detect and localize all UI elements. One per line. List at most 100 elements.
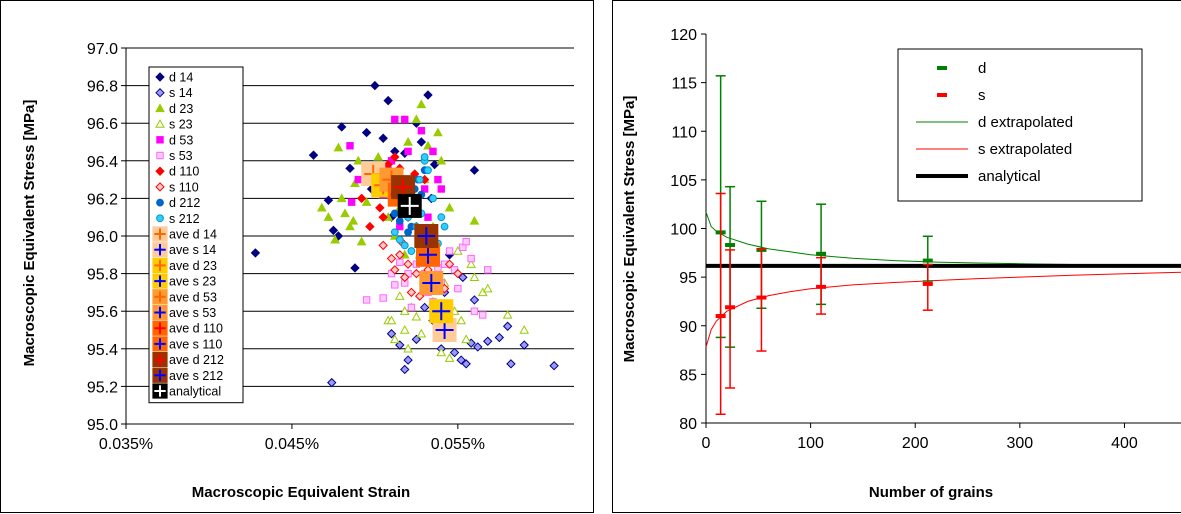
data-point-d-23 [323, 212, 334, 221]
data-point-s-14 [403, 355, 413, 365]
errorbar-s [725, 249, 736, 389]
data-point-d-23 [330, 234, 340, 244]
data-point-d-110 [356, 193, 367, 204]
scatter-y-axis-title: Macroscopic Equivalent Stress [MPa] [21, 100, 38, 367]
line-x-tick-label: 300 [1006, 435, 1033, 452]
line-legend: ds d extrapolated s extrapolated analytical [897, 48, 1143, 202]
legend-marker-s-110 [155, 182, 165, 192]
legend-marker-analytical [152, 383, 168, 399]
data-point-s-14 [456, 355, 466, 365]
series-d-53 [346, 115, 445, 231]
data-point-d-53 [391, 115, 399, 124]
line-series [705, 211, 1181, 348]
data-point-d-23 [436, 155, 447, 165]
data-point-s-212 [395, 235, 404, 244]
legend-marker-ave-s-14 [152, 242, 168, 258]
data-point-d-53 [401, 115, 409, 124]
data-point-s-110 [386, 253, 397, 264]
legend-label-d-110: d 110 [169, 165, 199, 179]
data-point-d-53 [434, 175, 442, 184]
data-point-s-110 [411, 268, 422, 279]
data-point-s-23 [444, 353, 455, 362]
data-point-d-23 [403, 136, 413, 146]
legend-label-d: d [978, 60, 986, 77]
data-point-s-23 [456, 315, 467, 325]
series-ave-s-53 [419, 271, 444, 295]
data-point-analytical [397, 193, 422, 218]
data-point-s-23 [403, 343, 413, 353]
data-point-d-14 [323, 195, 334, 205]
data-point-ave-s-53 [419, 271, 444, 295]
data-point-ave-s-212 [414, 224, 439, 248]
data-point-d-14 [370, 80, 380, 91]
errorbar-mean-s [756, 295, 767, 300]
data-point-s-23 [411, 311, 422, 321]
data-point-d-14 [328, 225, 339, 236]
data-point-d-14 [383, 95, 393, 106]
legend-label-s-14: s 14 [169, 86, 193, 100]
data-point-d-53 [420, 185, 429, 193]
legend-marker-d [937, 66, 947, 70]
legend-label-ave-d-212: ave d 212 [169, 353, 224, 367]
data-point-d-14 [416, 137, 427, 147]
data-point-ave-s-23 [429, 299, 454, 324]
data-point-s-23 [436, 347, 447, 357]
data-point-s-23 [394, 291, 405, 300]
data-point-s-53 [391, 281, 399, 289]
data-point-d-53 [346, 142, 354, 150]
data-point-s-23 [482, 283, 493, 293]
data-point-d-23 [361, 197, 372, 206]
data-point-s-110 [395, 250, 405, 260]
line-y-tick-label: 90 [679, 319, 697, 336]
legend-label-s-23: s 23 [169, 118, 193, 132]
line-errorbars [715, 75, 933, 415]
data-point-s-53 [407, 303, 416, 312]
data-point-s-14 [449, 347, 460, 358]
data-point-d-212 [395, 217, 404, 225]
scatter-x-tick-label: 0.045% [265, 436, 319, 453]
data-point-s-110 [453, 268, 463, 279]
legend-marker-s-23 [155, 119, 165, 128]
legend-marker-ave-d-212 [152, 352, 168, 368]
errorbar-mean-d [725, 243, 736, 248]
data-point-d-23 [416, 99, 427, 109]
legend-label-s-extrapolated: s extrapolated [978, 141, 1072, 158]
legend-marker-ave-d-110 [152, 320, 168, 336]
data-point-d-53 [404, 147, 412, 156]
data-point-s-212 [429, 194, 437, 203]
data-point-s-14 [483, 336, 493, 346]
legend-label-ave-s-14: ave s 14 [169, 243, 216, 257]
errorbar-mean-s [922, 281, 933, 286]
data-point-s-53 [479, 311, 487, 319]
data-point-s-212 [420, 153, 429, 161]
line-y-tick-label: 100 [670, 222, 697, 239]
line-x-tick-label: 0 [702, 435, 711, 452]
errorbar-s [715, 192, 726, 415]
data-point-s-110 [444, 259, 455, 269]
data-point-d-14 [350, 263, 360, 273]
data-point-d-23 [316, 202, 327, 212]
line-y-tick-label: 105 [670, 173, 697, 190]
legend-label-d-212: d 212 [169, 196, 200, 210]
legend-label-ave-d-53: ave d 53 [169, 290, 217, 304]
data-point-d-110 [378, 212, 388, 222]
data-point-d-23 [333, 142, 344, 152]
legend-label-s-53: s 53 [169, 149, 193, 163]
data-point-s-53 [484, 266, 492, 274]
data-point-s-14 [502, 321, 513, 331]
data-point-s-14 [419, 302, 430, 313]
line-y-tick-label: 110 [671, 124, 697, 141]
legend-marker-d-14 [155, 72, 165, 82]
legend-marker-ave-d-14 [152, 226, 168, 242]
legend-marker-d-53 [156, 136, 164, 144]
errorbar-s [756, 248, 767, 352]
legend-marker-d-212 [156, 198, 164, 207]
series-analytical [397, 193, 422, 218]
errorbar-s [922, 263, 933, 311]
data-point-s-23 [466, 259, 476, 268]
data-point-d-53 [354, 175, 362, 184]
scatter-y-tick-label: 95.8 [87, 267, 118, 284]
data-point-s-23 [461, 334, 471, 344]
data-point-d-23 [345, 221, 355, 231]
